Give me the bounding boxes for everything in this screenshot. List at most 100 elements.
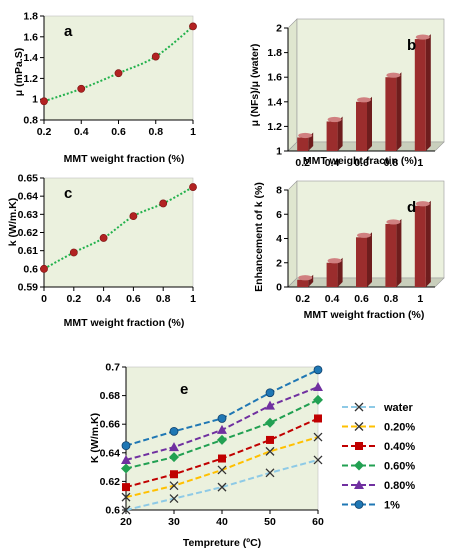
chart-d-bar-side — [337, 257, 343, 287]
chart-d-bar — [297, 279, 309, 287]
chart-b-ytick-label: 1.8 — [267, 47, 282, 59]
chart-e-series-line — [125, 458, 319, 511]
chart-e-xtick-label: 60 — [312, 516, 324, 528]
chart-d-ytick-label: 6 — [276, 209, 282, 221]
chart-c-xtick-label: 0.8 — [156, 293, 171, 305]
chart-e-data-point — [169, 481, 179, 491]
chart-e-xtick-label: 20 — [120, 516, 132, 528]
chart-a-xtick-label: 0.6 — [111, 126, 126, 138]
chart-panel-d: Enhancement of k (%) MMT weight fraction… — [253, 180, 445, 321]
chart-a-data-point — [40, 97, 48, 106]
chart-e-data-point — [313, 394, 323, 405]
chart-e-data-point — [265, 417, 275, 428]
chart-b-ylabel: μ (NFs)/μ (water) — [249, 44, 261, 127]
chart-c-data-point — [189, 183, 197, 191]
chart-e-panel-label: e — [180, 381, 188, 398]
chart-d-xtick-label: 0.4 — [325, 293, 340, 305]
chart-e-data-point — [313, 365, 323, 375]
chart-b-xtick-label: 1 — [417, 157, 423, 169]
chart-d-bar-side — [367, 232, 372, 287]
chart-d-ylabel: Enhancement of k (%) — [253, 182, 265, 292]
chart-d-bar-top — [298, 275, 313, 281]
chart-panel-a: μ (mPa.S) MMT weight fraction (%) 0.8 1 1.… — [13, 11, 197, 165]
chart-a-ylabel: μ (mPa.S) — [13, 48, 25, 96]
chart-b-panel-label: b — [407, 37, 416, 54]
chart-b-xtick-label: 0.4 — [325, 157, 340, 169]
chart-b-side-wall — [287, 18, 298, 152]
chart-b-bar — [326, 121, 338, 151]
chart-a-ytick-label: 1.8 — [23, 11, 38, 23]
chart-a-xtick-label: 0.2 — [37, 126, 52, 138]
chart-c-xtick-label: 0.2 — [66, 293, 81, 305]
chart-b-xtick-label: 0.6 — [354, 157, 369, 169]
chart-e-ytick-label: 0.68 — [100, 390, 121, 402]
chart-a-ytick-label: 0.8 — [23, 115, 38, 127]
chart-b-ytick-label: 1.4 — [267, 96, 282, 108]
chart-b-bar-side — [425, 34, 431, 151]
chart-b-ytick-label: 1 — [276, 146, 282, 158]
chart-c-xtick-label: 1 — [190, 293, 196, 305]
chart-c-data-point — [159, 199, 168, 208]
chart-b-bar-top — [357, 97, 371, 103]
chart-e-data-point — [169, 452, 179, 463]
chart-a-xtick-label: 0.8 — [148, 126, 163, 138]
chart-b-bar — [297, 137, 309, 151]
chart-b-xtick-label: 0.2 — [295, 157, 310, 169]
chart-e-ytick-label: 0.64 — [100, 447, 121, 459]
chart-e-data-point — [217, 424, 227, 434]
chart-c-ytick-label: 0.6 — [23, 263, 38, 275]
chart-e-data-point — [217, 434, 227, 445]
chart-e-xlabel: Tempreture (ºC) — [183, 537, 261, 549]
chart-e-legend-label: water — [383, 402, 413, 414]
chart-e-data-point — [313, 455, 323, 465]
chart-c-ylabel: k (W/m.K) — [7, 198, 19, 246]
chart-a-panel-label: a — [64, 23, 73, 40]
chart-e-data-point — [265, 388, 275, 398]
chart-a-ytick-label: 1.6 — [23, 31, 38, 43]
chart-a-ytick-label: 1.4 — [23, 52, 38, 64]
chart-e-ylabel: K (W/m.K) — [89, 413, 101, 463]
chart-d-xlabel: MMT weight fraction (%) — [304, 309, 425, 321]
chart-e-legend-marker — [354, 402, 364, 412]
chart-e-data-point — [121, 441, 131, 451]
chart-a-ytick-label: 1 — [32, 94, 38, 106]
chart-c-data-point — [69, 248, 78, 257]
chart-e-data-point — [121, 463, 131, 474]
chart-e-xtick-label: 40 — [216, 516, 228, 528]
chart-c-data-point — [40, 264, 48, 273]
chart-d-xtick-label: 0.6 — [354, 293, 369, 305]
chart-e-xtick-label: 30 — [168, 516, 180, 528]
chart-e-legend-label: 0.80% — [384, 480, 415, 492]
chart-b-ytick-label: 1.6 — [267, 72, 282, 84]
chart-e-legend-label: 0.40% — [384, 441, 415, 453]
chart-panel-e: K (W/m.K) Tempreture (ºC) 0.6 0.62 0.64 0.6… — [89, 362, 415, 550]
chart-d-ytick-label: 2 — [276, 257, 282, 269]
chart-d-side-wall — [287, 180, 298, 288]
chart-e-ytick-label: 0.7 — [105, 362, 120, 374]
chart-c-xtick-label: 0 — [41, 293, 47, 305]
chart-e-legend-marker — [354, 422, 364, 431]
chart-e-legend-label: 1% — [384, 500, 400, 512]
chart-d-xtick-label: 1 — [417, 293, 423, 305]
chart-e-data-point — [265, 446, 275, 456]
chart-d-bar-side — [396, 218, 402, 287]
chart-e-legend-marker — [355, 442, 363, 450]
chart-e-data-point — [122, 483, 130, 492]
chart-e-data-point — [313, 432, 323, 442]
chart-d-bar — [326, 262, 338, 287]
chart-b-bar-top — [386, 72, 401, 78]
chart-panel-c: k (W/m.K) MMT weight fraction (%) 0.59 0.… — [7, 173, 197, 329]
chart-e-data-point — [265, 400, 275, 410]
chart-b-bar-top — [327, 116, 342, 123]
chart-e-legend-marker — [354, 460, 364, 471]
chart-e-data-point — [218, 454, 226, 463]
chart-b-bar — [356, 101, 367, 151]
chart-panel-b: μ (NFs)/μ (water) MMT weight fractin (%)… — [249, 18, 445, 169]
chart-d-bar — [356, 237, 367, 287]
chart-d-xtick-label: 0.8 — [384, 293, 399, 305]
chart-e-legend-label: 0.20% — [384, 422, 415, 434]
chart-a-data-point — [77, 84, 86, 93]
chart-e-data-point — [217, 482, 227, 492]
chart-e-data-point — [121, 505, 131, 515]
